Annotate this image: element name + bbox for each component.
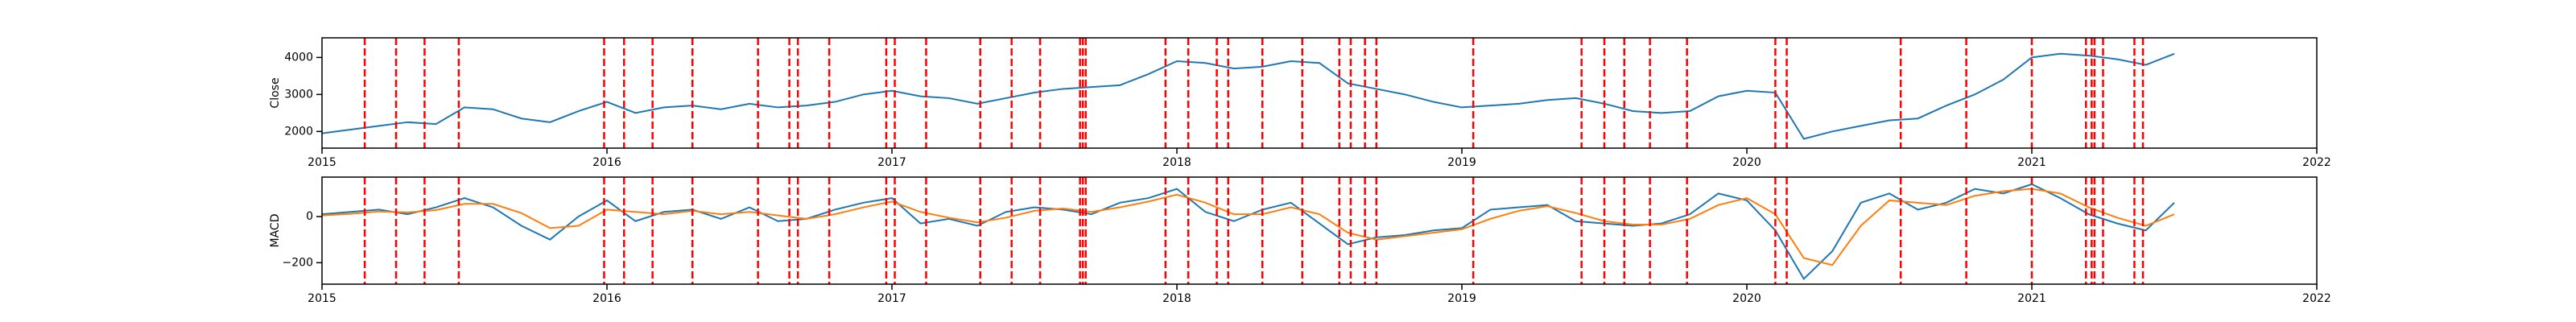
- x-tick-label: 2019: [1447, 156, 1476, 169]
- y-tick-label: 3000: [284, 88, 313, 101]
- axes-frame: [321, 176, 2318, 285]
- x-tick-label: 2015: [308, 156, 336, 169]
- series-line: [321, 183, 2175, 281]
- x-tick-label: 2017: [877, 156, 906, 169]
- y-axis-label: Close: [269, 77, 282, 108]
- y-axis-label: MACD: [269, 214, 282, 248]
- x-tick-label: 2020: [1732, 156, 1761, 169]
- series-line: [321, 188, 2175, 266]
- x-tick-label: 2022: [2302, 292, 2331, 305]
- y-tick-label: 0: [306, 210, 313, 223]
- x-tick-label: 2022: [2302, 156, 2331, 169]
- x-tick-label: 2018: [1162, 292, 1191, 305]
- x-tick-label: 2018: [1162, 156, 1191, 169]
- x-tick-label: 2015: [308, 292, 336, 305]
- y-tick-label: 4000: [284, 51, 313, 64]
- x-tick-label: 2016: [592, 156, 621, 169]
- y-tick-label: −200: [283, 256, 313, 269]
- y-tick-label: 2000: [284, 125, 313, 138]
- x-tick-label: 2017: [877, 292, 906, 305]
- x-tick-label: 2016: [592, 292, 621, 305]
- x-tick-label: 2019: [1447, 292, 1476, 305]
- axes-frame: [321, 37, 2318, 149]
- x-tick-label: 2021: [2017, 156, 2046, 169]
- series-line: [321, 52, 2175, 140]
- x-tick-label: 2020: [1732, 292, 1761, 305]
- x-tick-label: 2021: [2017, 292, 2046, 305]
